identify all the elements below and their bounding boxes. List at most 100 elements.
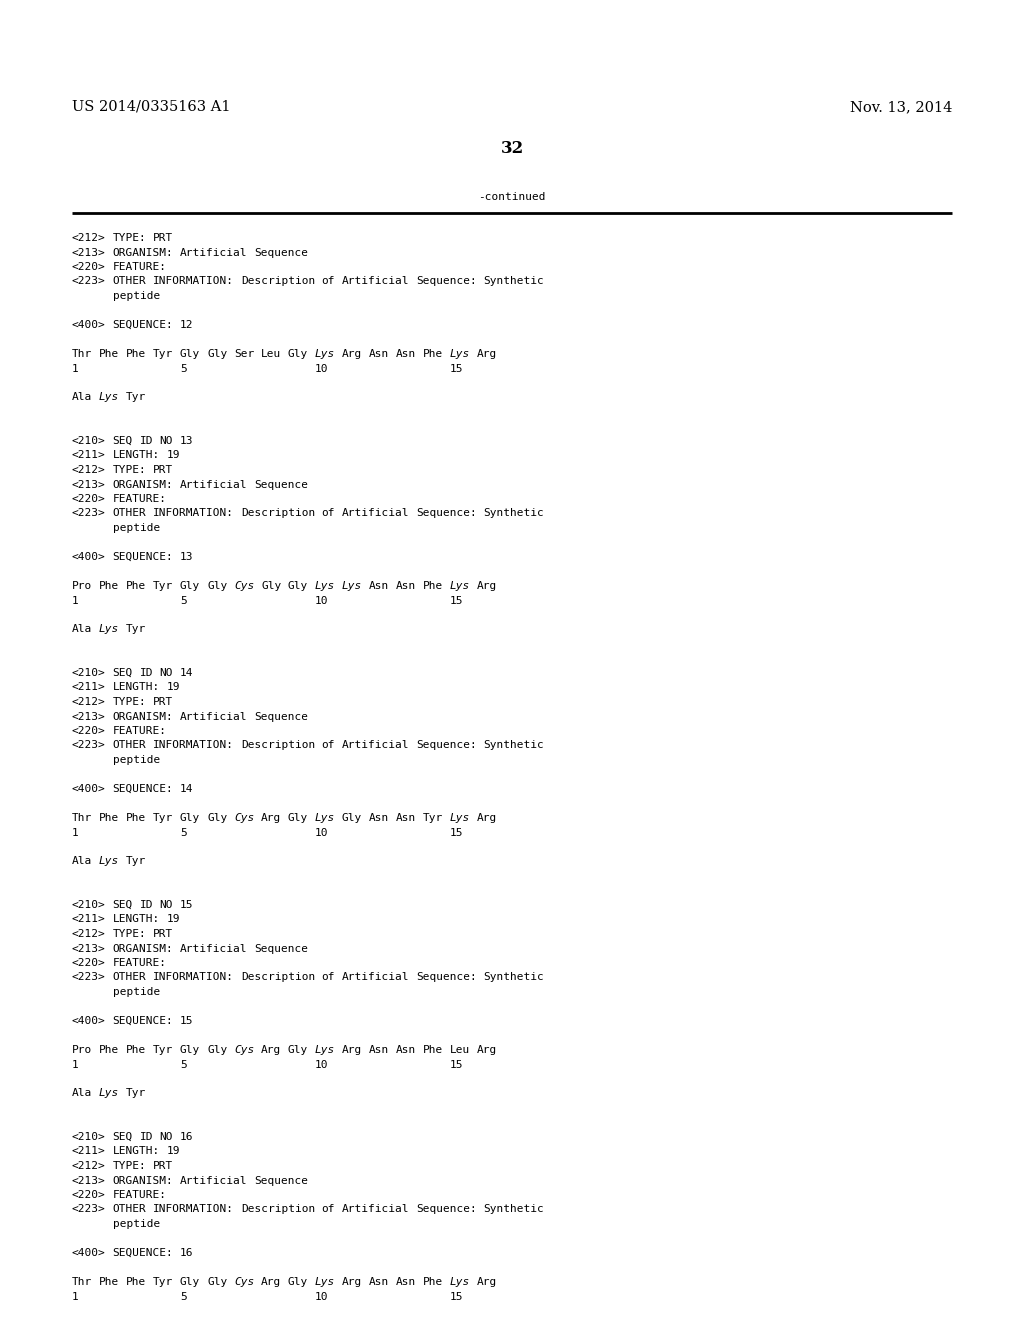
Text: Sequence:: Sequence: [416, 1204, 477, 1214]
Text: <213>: <213> [72, 944, 105, 953]
Text: 19: 19 [167, 682, 180, 693]
Text: TYPE:: TYPE: [113, 697, 146, 708]
Text: LENGTH:: LENGTH: [113, 1147, 160, 1156]
Text: LENGTH:: LENGTH: [113, 915, 160, 924]
Text: Description: Description [241, 276, 315, 286]
Text: Sequence:: Sequence: [416, 276, 477, 286]
Text: Arg: Arg [477, 1045, 498, 1055]
Text: ID: ID [139, 900, 153, 909]
Text: OTHER: OTHER [113, 508, 146, 519]
Text: Artificial: Artificial [180, 1176, 248, 1185]
Text: Lys: Lys [99, 392, 119, 403]
Text: Tyr: Tyr [126, 392, 146, 403]
Text: Lys: Lys [99, 857, 119, 866]
Text: Tyr: Tyr [153, 813, 173, 822]
Text: 5: 5 [180, 595, 186, 606]
Text: <212>: <212> [72, 697, 105, 708]
Text: Tyr: Tyr [126, 857, 146, 866]
Text: Synthetic: Synthetic [483, 973, 545, 982]
Text: Gly: Gly [288, 581, 308, 591]
Text: Phe: Phe [126, 348, 146, 359]
Text: Phe: Phe [126, 581, 146, 591]
Text: Arg: Arg [477, 813, 498, 822]
Text: <400>: <400> [72, 784, 105, 795]
Text: <223>: <223> [72, 276, 105, 286]
Text: Pro: Pro [72, 581, 92, 591]
Text: of: of [322, 1204, 335, 1214]
Text: <213>: <213> [72, 479, 105, 490]
Text: Artificial: Artificial [342, 973, 410, 982]
Text: <400>: <400> [72, 1016, 105, 1026]
Text: 19: 19 [167, 1147, 180, 1156]
Text: Asn: Asn [396, 813, 416, 822]
Text: INFORMATION:: INFORMATION: [153, 508, 234, 519]
Text: 5: 5 [180, 1291, 186, 1302]
Text: SEQUENCE:: SEQUENCE: [113, 552, 173, 562]
Text: <210>: <210> [72, 900, 105, 909]
Text: Gly: Gly [288, 1045, 308, 1055]
Text: Artificial: Artificial [180, 711, 248, 722]
Text: Phe: Phe [99, 1276, 119, 1287]
Text: PRT: PRT [153, 234, 173, 243]
Text: Phe: Phe [99, 813, 119, 822]
Text: Phe: Phe [126, 1045, 146, 1055]
Text: Asn: Asn [396, 1045, 416, 1055]
Text: ORGANISM:: ORGANISM: [113, 479, 173, 490]
Text: Phe: Phe [126, 813, 146, 822]
Text: Tyr: Tyr [153, 1045, 173, 1055]
Text: LENGTH:: LENGTH: [113, 682, 160, 693]
Text: OTHER: OTHER [113, 1204, 146, 1214]
Text: 1: 1 [72, 828, 79, 837]
Text: Arg: Arg [261, 1045, 282, 1055]
Text: Gly: Gly [207, 1276, 227, 1287]
Text: ID: ID [139, 436, 153, 446]
Text: Ser: Ser [234, 348, 254, 359]
Text: Lys: Lys [99, 624, 119, 635]
Text: ID: ID [139, 668, 153, 678]
Text: FEATURE:: FEATURE: [113, 726, 167, 737]
Text: Arg: Arg [477, 581, 498, 591]
Text: <220>: <220> [72, 726, 105, 737]
Text: OTHER: OTHER [113, 973, 146, 982]
Text: <220>: <220> [72, 958, 105, 968]
Text: <220>: <220> [72, 261, 105, 272]
Text: 15: 15 [450, 828, 464, 837]
Text: NO: NO [160, 436, 173, 446]
Text: 32: 32 [501, 140, 523, 157]
Text: <213>: <213> [72, 248, 105, 257]
Text: Arg: Arg [342, 1276, 362, 1287]
Text: Arg: Arg [261, 813, 282, 822]
Text: SEQ: SEQ [113, 668, 133, 678]
Text: peptide: peptide [113, 523, 160, 533]
Text: Phe: Phe [423, 348, 443, 359]
Text: <213>: <213> [72, 711, 105, 722]
Text: Phe: Phe [126, 1276, 146, 1287]
Text: ORGANISM:: ORGANISM: [113, 1176, 173, 1185]
Text: 15: 15 [180, 900, 194, 909]
Text: <211>: <211> [72, 450, 105, 461]
Text: Ala: Ala [72, 624, 92, 635]
Text: <212>: <212> [72, 929, 105, 939]
Text: Artificial: Artificial [180, 944, 248, 953]
Text: 16: 16 [180, 1247, 194, 1258]
Text: Cys: Cys [234, 813, 254, 822]
Text: <210>: <210> [72, 436, 105, 446]
Text: Sequence: Sequence [254, 479, 308, 490]
Text: Thr: Thr [72, 348, 92, 359]
Text: <223>: <223> [72, 508, 105, 519]
Text: 10: 10 [315, 828, 329, 837]
Text: 5: 5 [180, 828, 186, 837]
Text: Asn: Asn [369, 1045, 389, 1055]
Text: Phe: Phe [423, 1276, 443, 1287]
Text: Gly: Gly [342, 813, 362, 822]
Text: 14: 14 [180, 668, 194, 678]
Text: peptide: peptide [113, 1218, 160, 1229]
Text: 1: 1 [72, 363, 79, 374]
Text: Description: Description [241, 741, 315, 751]
Text: SEQ: SEQ [113, 900, 133, 909]
Text: <211>: <211> [72, 915, 105, 924]
Text: of: of [322, 276, 335, 286]
Text: SEQUENCE:: SEQUENCE: [113, 784, 173, 795]
Text: Lys: Lys [342, 581, 362, 591]
Text: Sequence: Sequence [254, 944, 308, 953]
